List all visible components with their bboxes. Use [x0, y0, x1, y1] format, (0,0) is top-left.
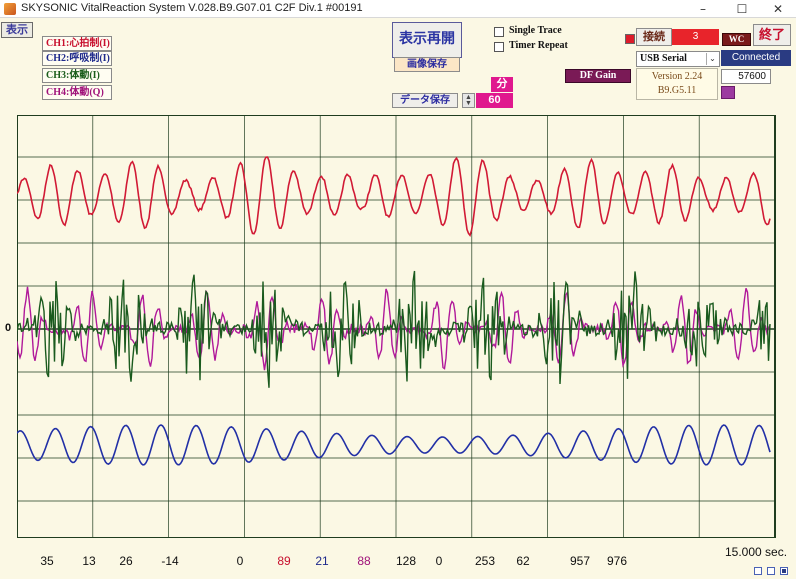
serial-port-value: USB Serial — [640, 53, 687, 64]
connection-status-indicator — [625, 34, 635, 44]
view-mode-button-3[interactable] — [780, 567, 788, 575]
version-line-2: B9.G5.11 — [657, 85, 697, 96]
minutes-unit-label: 分 — [491, 77, 513, 92]
view-mode-button-2[interactable] — [767, 567, 775, 575]
readout-value: 21 — [315, 554, 329, 568]
serial-port-select[interactable]: USB Serial ⌄ — [636, 51, 720, 67]
readout-value: 62 — [516, 554, 530, 568]
zero-axis-label: 0 — [5, 322, 12, 334]
channel-3-label[interactable]: CH3:体動(I) — [42, 68, 112, 83]
readout-value: 128 — [395, 554, 417, 568]
readout-value: -14 — [161, 554, 179, 568]
version-line-1: Version 2.24 — [651, 71, 703, 82]
readout-value: 976 — [606, 554, 628, 568]
baud-rate-field[interactable]: 57600 — [721, 69, 771, 84]
close-button[interactable]: ✕ — [772, 2, 784, 16]
readout-value: 253 — [474, 554, 496, 568]
readout-value: 35 — [40, 554, 54, 568]
timer-repeat-checkbox[interactable] — [494, 42, 504, 52]
channel-2-label[interactable]: CH2:呼吸制(I) — [42, 51, 112, 66]
window-title: SKYSONIC VitalReaction System V.028.B9.G… — [21, 2, 363, 14]
wc-button[interactable]: WC — [722, 33, 751, 46]
minutes-stepper[interactable]: ▲ ▼ — [462, 93, 475, 108]
version-info: Version 2.24 B9.G5.11 — [636, 68, 718, 100]
stepper-up-icon[interactable]: ▲ — [465, 93, 472, 101]
app-icon — [4, 3, 16, 15]
readout-value: 0 — [435, 554, 443, 568]
stepper-down-icon[interactable]: ▼ — [465, 99, 472, 107]
single-trace-checkbox[interactable] — [494, 27, 504, 37]
connect-button[interactable]: 接続 — [636, 28, 672, 46]
single-trace-label: Single Trace — [509, 25, 562, 36]
maximize-button[interactable]: ☐ — [736, 2, 748, 16]
view-mode-button-1[interactable] — [754, 567, 762, 575]
readout-value: 26 — [119, 554, 133, 568]
save-data-button[interactable]: データ保存 — [392, 93, 458, 108]
color-swatch[interactable] — [721, 86, 735, 99]
readout-value: 89 — [277, 554, 291, 568]
save-image-button[interactable]: 画像保存 — [394, 57, 460, 72]
channel-1-waveform — [17, 156, 771, 238]
chevron-down-icon[interactable]: ⌄ — [706, 53, 718, 65]
display-button[interactable]: 表示 — [1, 22, 33, 38]
port-number-field[interactable]: 3 — [672, 29, 719, 45]
readout-value: 957 — [569, 554, 591, 568]
exit-button[interactable]: 終了 — [753, 24, 791, 46]
redisplay-button[interactable]: 表示再開 — [392, 22, 462, 58]
df-gain-button[interactable]: DF Gain — [565, 69, 631, 83]
readout-value: 0 — [236, 554, 244, 568]
title-bar: SKYSONIC VitalReaction System V.028.B9.G… — [0, 0, 796, 18]
time-window-label: 15.000 sec. — [725, 545, 788, 559]
timer-repeat-label: Timer Repeat — [509, 40, 568, 51]
minimize-button[interactable]: – — [700, 2, 706, 16]
channel-4-label[interactable]: CH4:体動(Q) — [42, 85, 112, 100]
readout-value: 88 — [357, 554, 371, 568]
channel-1-label[interactable]: CH1:心拍制(I) — [42, 36, 112, 51]
channel-2-waveform — [17, 424, 771, 466]
channel-3-waveform — [17, 270, 771, 388]
waveform-plot[interactable] — [17, 115, 777, 538]
channel-4-waveform — [17, 286, 771, 371]
readout-value: 13 — [82, 554, 96, 568]
connection-status-badge: Connected — [721, 50, 791, 66]
minutes-input[interactable]: 60 — [476, 93, 513, 108]
